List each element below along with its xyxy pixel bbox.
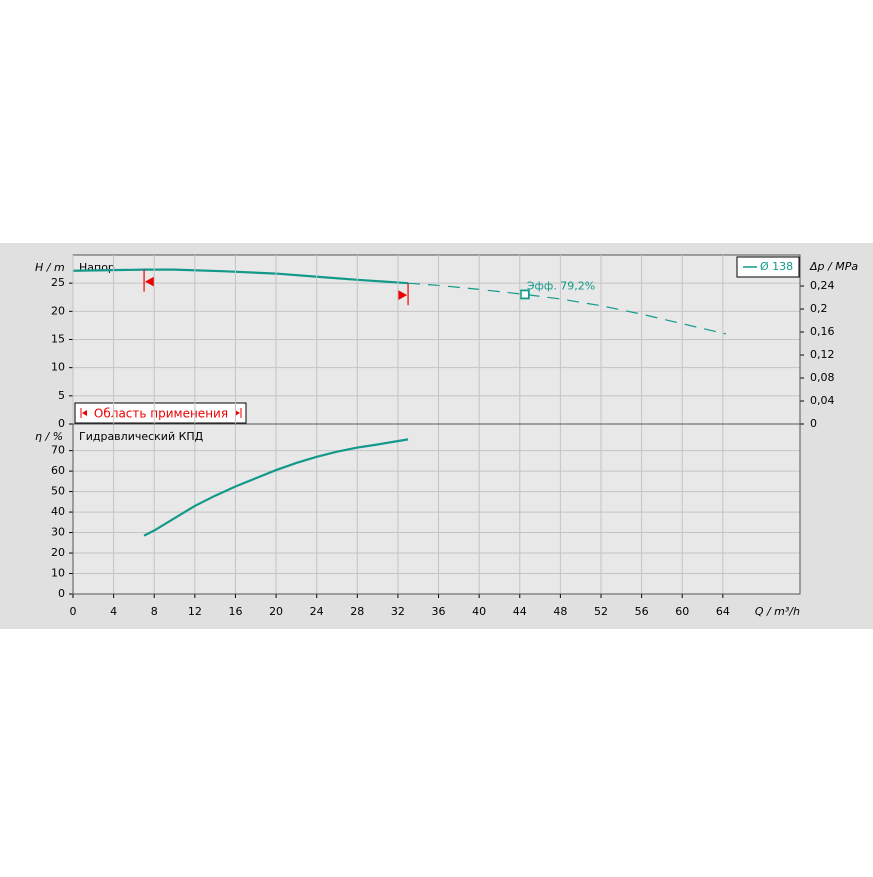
y-tick-label: 10 (51, 567, 65, 580)
y-tick-label: 70 (51, 444, 65, 457)
x-tick-label: 56 (635, 605, 649, 618)
x-tick-label: 4 (110, 605, 117, 618)
duty-point (519, 289, 530, 300)
x-tick-label: 28 (350, 605, 364, 618)
y-tick-label: 50 (51, 485, 65, 498)
series-line (408, 282, 727, 335)
y2-tick-label: 0,2 (810, 302, 828, 315)
x-tick-label: 0 (70, 605, 77, 618)
y2-tick-label: 0,08 (810, 371, 835, 384)
y2-tick-label: 0,24 (810, 279, 835, 292)
y2-tick-label: 0,16 (810, 325, 835, 338)
x-tick-label: 20 (269, 605, 283, 618)
y-axis-label: η / % (35, 430, 63, 443)
y2-tick-label: 0,04 (810, 394, 835, 407)
series-line (72, 268, 409, 285)
y-tick-label: 25 (51, 276, 65, 289)
y-tick-label: 5 (58, 389, 65, 402)
x-tick-label: 32 (391, 605, 405, 618)
panel-title: Напор (79, 261, 115, 274)
range-box (74, 402, 247, 424)
plot-area (72, 423, 801, 595)
y-tick-label: 0 (58, 587, 65, 600)
range-arrow (145, 276, 155, 287)
x-tick-label: 8 (151, 605, 158, 618)
y-tick-label: 20 (51, 304, 65, 317)
duty-point-label: Эфф. 79,2% (527, 279, 595, 292)
y-tick-label: 20 (51, 546, 65, 559)
y2-axis-label: Δp / MPa (809, 260, 858, 273)
legend-label: Ø 138 (760, 260, 793, 273)
x-tick-label: 64 (716, 605, 730, 618)
series-line (143, 438, 409, 537)
legend-box (736, 256, 800, 278)
y-tick-label: 30 (51, 526, 65, 539)
range-arrow (398, 290, 408, 301)
y-tick-label: 10 (51, 361, 65, 374)
panel-title: Гидравлический КПД (79, 430, 204, 443)
range-box-arrows (80, 408, 242, 418)
x-tick-label: 12 (188, 605, 202, 618)
y-tick-label: 0 (58, 417, 65, 430)
x-tick-label: 24 (310, 605, 324, 618)
y-tick-label: 60 (51, 464, 65, 477)
y2-tick-label: 0,12 (810, 348, 835, 361)
x-tick-label: 36 (432, 605, 446, 618)
y-tick-label: 15 (51, 333, 65, 346)
x-tick-label: 60 (675, 605, 689, 618)
x-tick-label: 40 (472, 605, 486, 618)
x-tick-label: 52 (594, 605, 608, 618)
x-tick-label: 16 (228, 605, 242, 618)
x-axis-label: Q / m³/h (755, 605, 800, 618)
y-tick-label: 40 (51, 505, 65, 518)
y2-tick-label: 0 (810, 417, 817, 430)
x-tick-label: 48 (553, 605, 567, 618)
plot-border (72, 423, 801, 595)
x-tick-label: 44 (513, 605, 527, 618)
y-axis-label: H / m (35, 261, 65, 274)
